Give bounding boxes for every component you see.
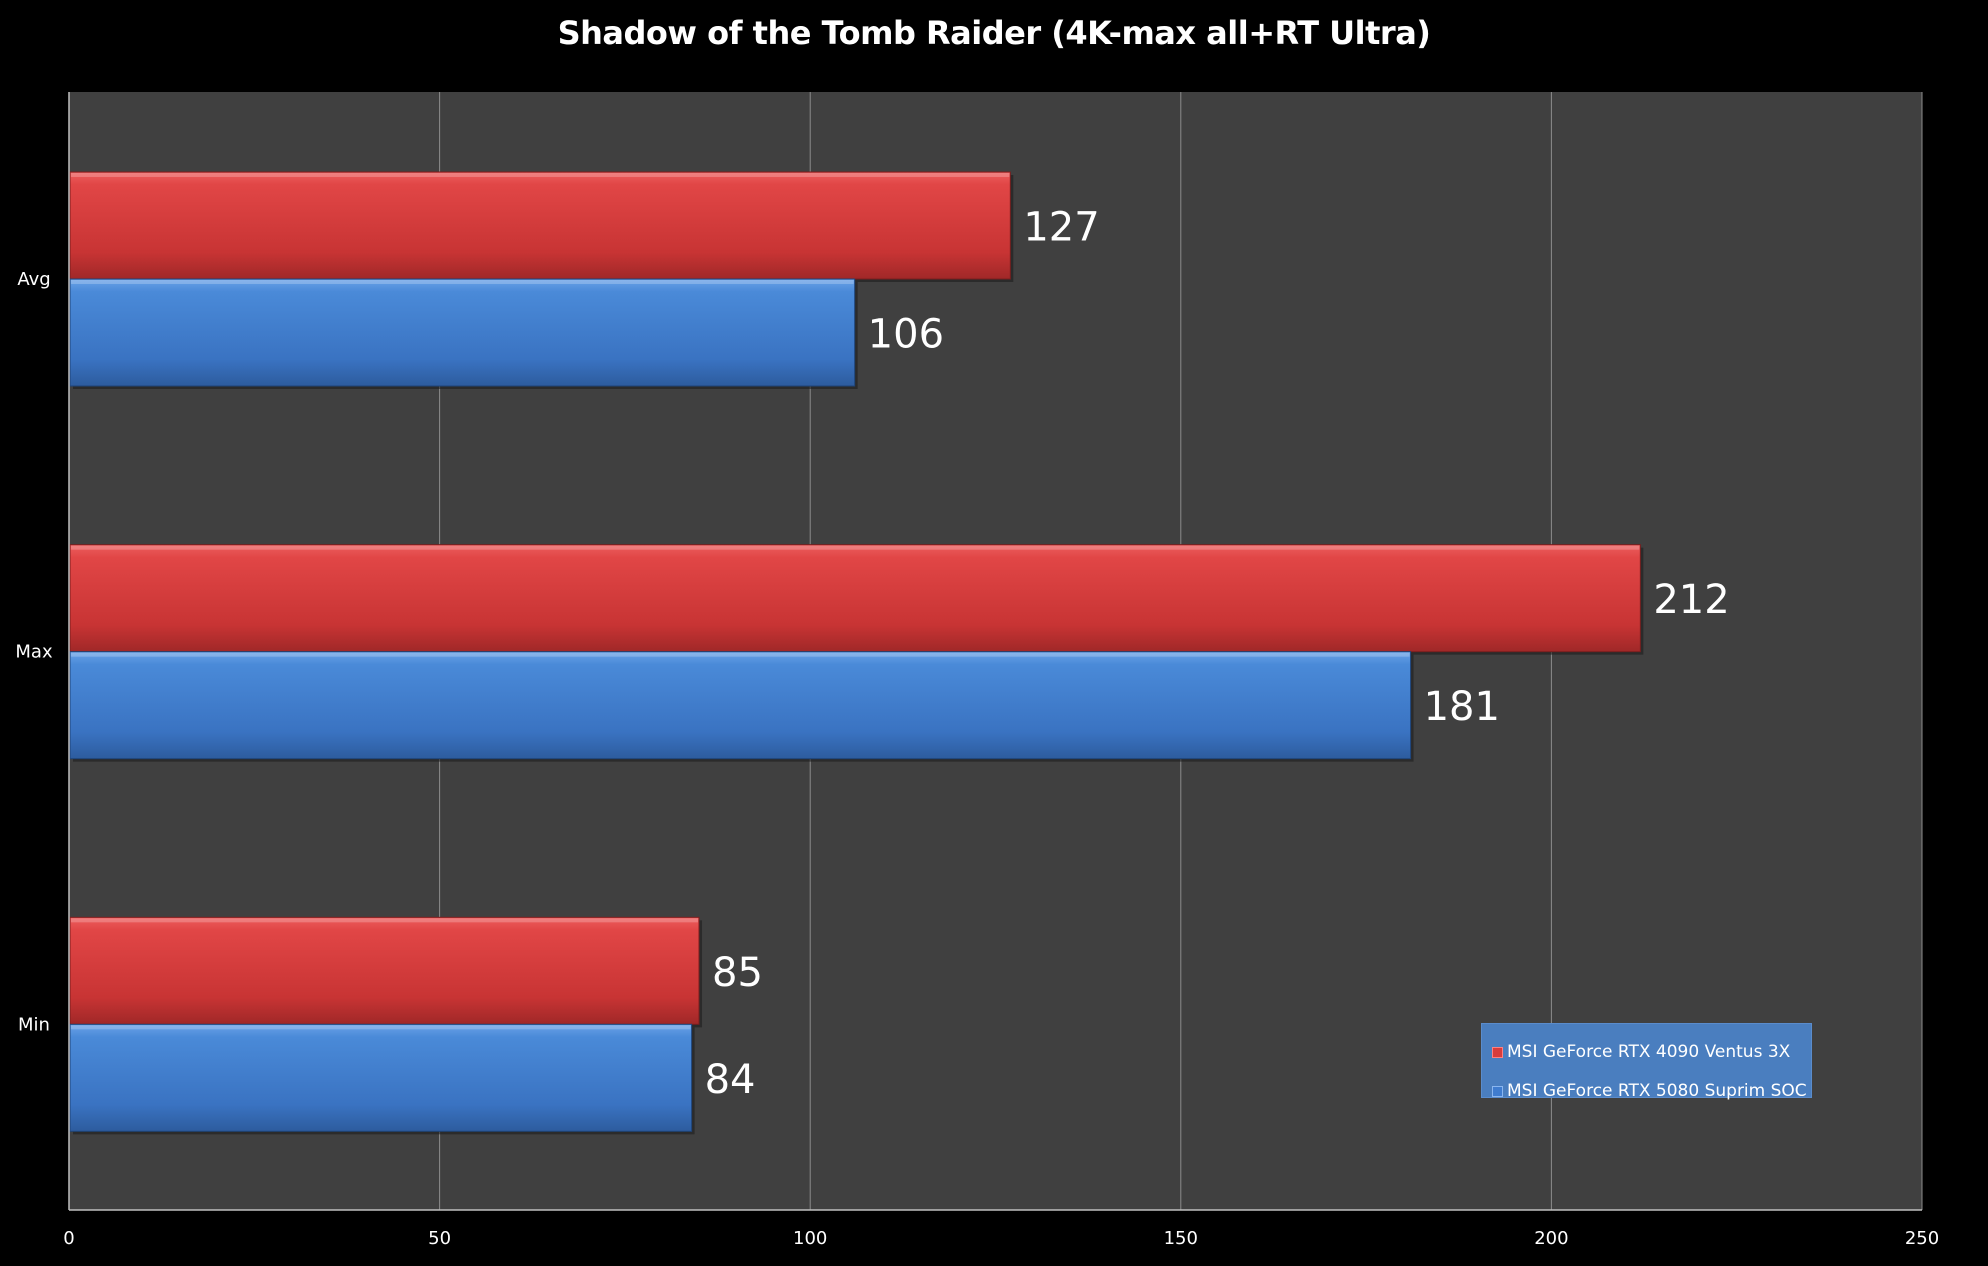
data-labels: 127 106 212 181 85 84	[705, 205, 1730, 1103]
bar-highlight	[71, 1025, 691, 1030]
legend: MSI GeForce RTX 4090 Ventus 3X MSI GeFor…	[1481, 1023, 1812, 1101]
x-tick-label: 150	[1164, 1228, 1198, 1249]
data-label: 85	[712, 950, 763, 996]
bar	[69, 171, 1011, 280]
bar	[69, 278, 856, 387]
y-category-label: Min	[18, 1014, 50, 1035]
chart-title: Shadow of the Tomb Raider (4K-max all+RT…	[557, 14, 1431, 52]
data-label: 181	[1424, 684, 1500, 730]
data-label: 127	[1023, 205, 1099, 251]
x-tick-label: 200	[1534, 1228, 1568, 1249]
x-tick-label: 50	[428, 1228, 451, 1249]
data-label: 106	[868, 312, 944, 358]
legend-item: MSI GeForce RTX 4090 Ventus 3X	[1492, 1040, 1790, 1064]
data-label: 84	[705, 1057, 756, 1103]
bar	[69, 1023, 693, 1132]
bar-highlight	[71, 173, 1010, 177]
axes: 0 50 100 150 200 250 Avg Max Min	[15, 92, 1939, 1249]
legend-swatch-blue	[1492, 1085, 1503, 1097]
x-tick-label: 0	[63, 1228, 74, 1249]
x-tick-label: 100	[793, 1228, 827, 1249]
bar	[69, 544, 1641, 653]
x-tick-label: 250	[1905, 1228, 1939, 1249]
legend-label: MSI GeForce RTX 5080 Suprim SOC	[1507, 1081, 1807, 1101]
y-category-label: Max	[15, 642, 53, 663]
bars	[69, 171, 1644, 1135]
bar-highlight	[71, 545, 1640, 550]
y-category-label: Avg	[17, 269, 50, 290]
bar-highlight	[71, 652, 1410, 657]
bar-highlight	[71, 280, 854, 284]
bar	[69, 651, 1412, 760]
bar	[69, 916, 700, 1025]
legend-swatch-red	[1492, 1046, 1503, 1058]
data-label: 212	[1653, 577, 1729, 623]
legend-item: MSI GeForce RTX 5080 Suprim SOC	[1492, 1079, 1807, 1103]
legend-label: MSI GeForce RTX 4090 Ventus 3X	[1507, 1042, 1791, 1062]
bar-highlight	[71, 918, 699, 923]
